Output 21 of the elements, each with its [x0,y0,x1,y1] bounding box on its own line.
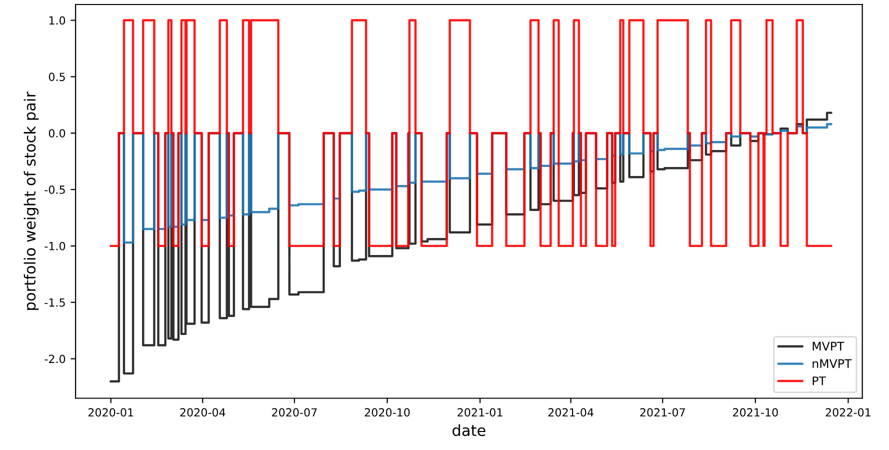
x-axis-title: date [452,424,486,436]
legend-label: MVPT [812,342,844,351]
x-tick-label: 2022-01 [826,408,870,417]
legend-label: nMVPT [812,359,852,368]
y-tick-label: -0.5 [44,186,65,194]
x-tick-label: 2021-07 [640,408,685,417]
x-tick-label: 2020-07 [272,408,317,417]
y-tick-label: -2.0 [44,354,66,364]
x-tick-label: 2020-01 [88,408,134,417]
y-tick-label: 0.0 [48,129,66,138]
y-tick-label: -1.0 [44,242,66,250]
y-tick-label: -1.5 [44,298,65,307]
y-tick-label: 1.0 [49,16,66,25]
y-tick-label: 0.5 [48,72,65,82]
x-tick-label: 2021-01 [458,408,502,417]
x-tick-label: 2021-10 [733,408,778,417]
x-tick-label: 2020-10 [364,408,410,417]
y-axis-title: portfolio weight of stock pair [24,92,39,310]
legend-label: PT [812,376,826,386]
x-tick-label: 2021-04 [548,408,594,417]
x-tick-label: 2020-04 [180,408,226,417]
